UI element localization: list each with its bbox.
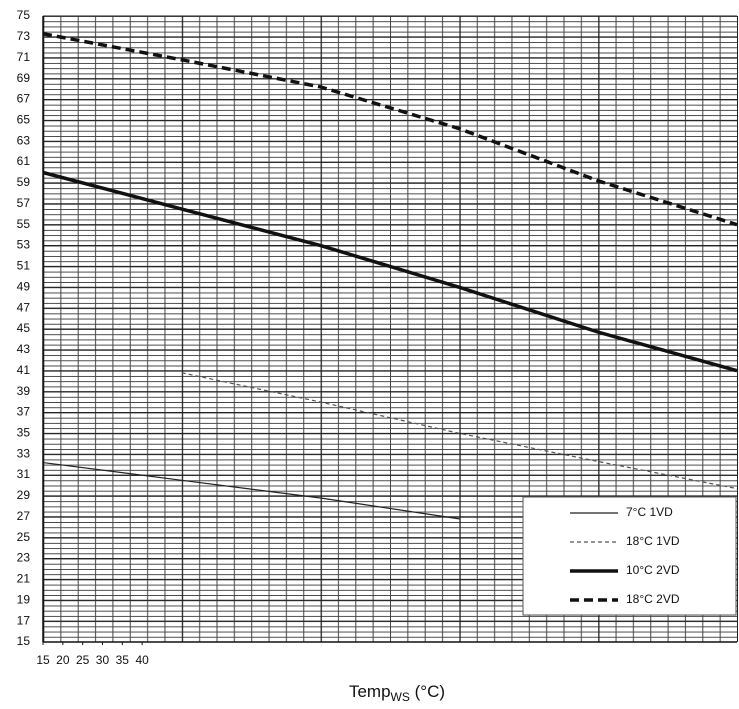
y-tick-label: 39 bbox=[17, 384, 31, 398]
y-tick-label: 47 bbox=[17, 300, 31, 314]
x-tick-label: 15 bbox=[36, 653, 50, 667]
y-tick-label: 19 bbox=[17, 592, 31, 606]
x-tick-label: 40 bbox=[135, 653, 149, 667]
legend-label: 18°C 2VD bbox=[626, 592, 680, 606]
x-axis-title-sub: WS bbox=[391, 690, 410, 704]
y-tick-label: 59 bbox=[17, 175, 31, 189]
x-tick-label: 35 bbox=[116, 653, 130, 667]
y-tick-label: 73 bbox=[17, 29, 31, 43]
series-line bbox=[42, 170, 738, 373]
legend-label: 10°C 2VD bbox=[626, 563, 680, 577]
y-tick-label: 33 bbox=[17, 446, 31, 460]
x-axis-title: TempWS (°C) bbox=[349, 682, 445, 704]
legend: 7°C 1VD 18°C 1VD 10°C 2VD 18°C 2VD bbox=[522, 496, 737, 616]
y-tick-label: 29 bbox=[17, 488, 31, 502]
y-tick-label: 71 bbox=[17, 50, 31, 64]
x-tick-label: 30 bbox=[96, 653, 110, 667]
y-tick-label: 15 bbox=[17, 634, 31, 648]
y-tick-label: 25 bbox=[17, 530, 31, 544]
y-tick-label: 53 bbox=[17, 238, 31, 252]
legend-box bbox=[522, 496, 737, 616]
series-line bbox=[42, 461, 460, 520]
y-tick-label: 57 bbox=[17, 196, 31, 210]
y-tick-label: 21 bbox=[17, 572, 31, 586]
y-tick-label: 41 bbox=[17, 363, 31, 377]
y-tick-label: 61 bbox=[17, 154, 31, 168]
series-line bbox=[42, 32, 738, 227]
legend-label: 18°C 1VD bbox=[626, 534, 680, 548]
y-tick-label: 55 bbox=[17, 217, 31, 231]
x-axis-title-unit: (°C) bbox=[415, 682, 445, 701]
y-tick-label: 45 bbox=[17, 321, 31, 335]
y-tick-label: 27 bbox=[17, 509, 31, 523]
y-tick-label: 37 bbox=[17, 405, 31, 419]
y-tick-label: 51 bbox=[17, 259, 31, 273]
y-tick-label: 35 bbox=[17, 426, 31, 440]
y-tick-label: 23 bbox=[17, 551, 31, 565]
y-tick-label: 31 bbox=[17, 467, 31, 481]
y-tick-label: 65 bbox=[17, 113, 31, 127]
y-tick-label: 43 bbox=[17, 342, 31, 356]
legend-label: 7°C 1VD bbox=[626, 505, 673, 519]
x-tick-label: 20 bbox=[56, 653, 70, 667]
x-axis-title-main: Temp bbox=[349, 682, 391, 701]
y-tick-label: 17 bbox=[17, 613, 31, 627]
y-tick-label: 67 bbox=[17, 92, 31, 106]
lines bbox=[42, 32, 738, 520]
x-tick-label: 25 bbox=[76, 653, 90, 667]
y-tick-label: 63 bbox=[17, 133, 31, 147]
y-tick-label: 49 bbox=[17, 279, 31, 293]
y-tick-label: 75 bbox=[17, 8, 31, 22]
series-line bbox=[181, 372, 738, 490]
axes: 15 17 19 21 23 25 27 29 31 33 35 37 39 41 43 45 47 49 51 53… bbox=[17, 8, 737, 667]
y-tick-label: 69 bbox=[17, 71, 31, 85]
